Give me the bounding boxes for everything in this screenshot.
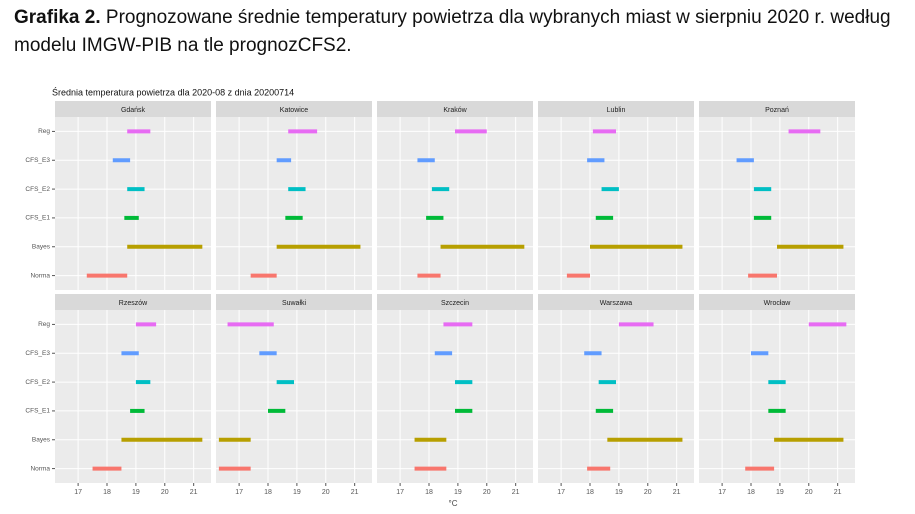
x-tick-label: 19: [454, 489, 462, 496]
facet-title: Katowice: [280, 107, 309, 114]
panel-strip: [55, 101, 211, 117]
facet-title: Suwałki: [282, 300, 307, 307]
panel-bg: [699, 117, 855, 290]
y-tick-label: CFS_E1: [25, 408, 50, 415]
panel-strip: [538, 294, 694, 310]
x-tick-label: 21: [190, 489, 198, 496]
x-tick-label: 17: [557, 489, 565, 496]
panel-bg: [538, 117, 694, 290]
x-tick-label: 20: [322, 489, 330, 496]
caption-label: Grafika 2.: [14, 7, 101, 28]
x-tick-label: 17: [718, 489, 726, 496]
x-tick-label: 18: [425, 489, 433, 496]
panel-bg: [216, 310, 372, 483]
x-tick-label: 20: [805, 489, 813, 496]
x-tick-label: 21: [512, 489, 520, 496]
x-tick-label: 21: [834, 489, 842, 496]
chart-title: Średnia temperatura powietrza dla 2020-0…: [52, 86, 294, 97]
x-tick-label: 20: [644, 489, 652, 496]
facet-title: Warszawa: [600, 300, 633, 307]
panel-strip: [55, 294, 211, 310]
y-tick-label: Reg: [38, 128, 50, 135]
y-tick-label: Norma: [30, 272, 50, 279]
x-axis-label: °C: [449, 499, 458, 508]
panel-strip: [699, 294, 855, 310]
x-tick-label: 21: [673, 489, 681, 496]
panel-bg: [55, 117, 211, 290]
facet-title: Gdańsk: [121, 107, 146, 114]
y-tick-label: Bayes: [32, 436, 51, 443]
facet-title: Lublin: [607, 107, 626, 114]
panel-bg: [216, 117, 372, 290]
x-tick-label: 17: [74, 489, 82, 496]
panel-strip: [699, 101, 855, 117]
facet-title: Poznań: [765, 107, 789, 114]
panel-strip: [377, 101, 533, 117]
y-tick-label: CFS_E3: [25, 350, 50, 357]
y-tick-label: CFS_E3: [25, 157, 50, 164]
y-tick-label: CFS_E2: [25, 186, 50, 193]
x-tick-label: 18: [586, 489, 594, 496]
x-tick-label: 21: [351, 489, 359, 496]
facet-title: Wrocław: [764, 300, 792, 307]
x-tick-label: 18: [103, 489, 111, 496]
panel-bg: [699, 310, 855, 483]
caption: Grafika 2. Prognozowane średnie temperat…: [14, 4, 904, 60]
panel-bg: [55, 310, 211, 483]
y-tick-label: CFS_E2: [25, 379, 50, 386]
x-tick-label: 17: [396, 489, 404, 496]
x-tick-label: 17: [235, 489, 243, 496]
x-tick-label: 19: [293, 489, 301, 496]
x-tick-label: 19: [776, 489, 784, 496]
panel-bg: [377, 310, 533, 483]
facet-title: Rzeszów: [119, 300, 148, 307]
caption-text: Prognozowane średnie temperatury powietr…: [14, 7, 891, 56]
y-tick-label: Bayes: [32, 243, 51, 250]
y-tick-label: Norma: [30, 465, 50, 472]
panel-bg: [377, 117, 533, 290]
x-tick-label: 19: [615, 489, 623, 496]
panel-bg: [538, 310, 694, 483]
y-tick-label: CFS_E1: [25, 215, 50, 222]
x-tick-label: 18: [747, 489, 755, 496]
panel-strip: [216, 294, 372, 310]
x-tick-label: 20: [161, 489, 169, 496]
facet-title: Kraków: [443, 107, 467, 114]
y-tick-label: Reg: [38, 321, 50, 328]
panel-strip: [377, 294, 533, 310]
x-tick-label: 19: [132, 489, 140, 496]
panel-strip: [216, 101, 372, 117]
panel-strip: [538, 101, 694, 117]
x-tick-label: 18: [264, 489, 272, 496]
x-tick-label: 20: [483, 489, 491, 496]
facet-title: Szczecin: [441, 300, 469, 307]
